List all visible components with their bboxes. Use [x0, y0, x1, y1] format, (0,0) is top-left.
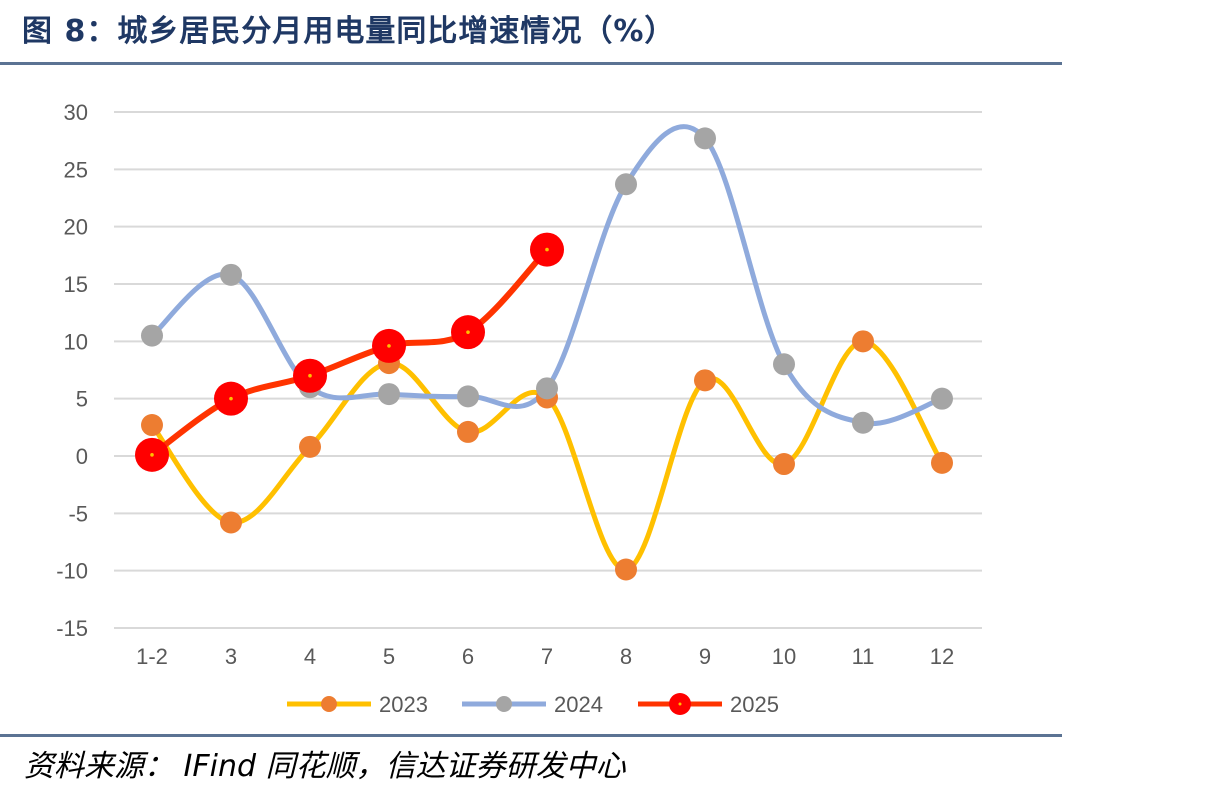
data-point-2023: [615, 558, 637, 581]
data-point-2024: [536, 377, 558, 400]
series-lines: [149, 124, 945, 573]
data-point-center: [308, 373, 312, 378]
y-tick-label: 0: [76, 444, 88, 469]
data-point-2024: [773, 353, 795, 376]
data-point-2023: [141, 414, 163, 437]
x-tick-label: 11: [852, 644, 875, 669]
data-point-center: [150, 453, 154, 457]
y-tick-label: 25: [64, 157, 88, 182]
y-tick-label: 30: [64, 100, 88, 125]
data-point-2023: [931, 451, 953, 474]
data-point-2023: [457, 420, 479, 443]
x-tick-label: 1-2: [136, 644, 168, 669]
data-point-2024: [931, 387, 953, 410]
top-rule: [0, 62, 1062, 65]
figure-title: 图 8：城乡居民分月用电量同比增速情况（%）: [22, 14, 676, 49]
data-point-2023: [694, 369, 716, 392]
data-point-center: [545, 247, 549, 252]
x-tick-label: 8: [620, 644, 632, 669]
source-note: 资料来源： IFind 同花顺，信达证券研发中心: [24, 749, 626, 784]
legend: 2023 2024 2025: [287, 692, 779, 717]
data-point-2023: [220, 511, 242, 534]
data-point-center: [387, 344, 391, 348]
grid-lines: [114, 111, 982, 629]
y-tick-label: 15: [64, 272, 88, 297]
y-tick-label: -15: [56, 616, 88, 641]
legend-marker-center: [678, 702, 682, 706]
data-point-2024: [852, 411, 874, 434]
data-point-2024: [141, 324, 163, 347]
x-tick-label: 7: [541, 644, 553, 669]
legend-label-2024: 2024: [554, 692, 603, 717]
legend-marker-2023: [321, 696, 337, 712]
y-tick-label: 20: [64, 215, 88, 240]
x-tick-label: 3: [225, 644, 237, 669]
series-line-2023: [149, 338, 945, 573]
legend-marker-2024: [496, 696, 512, 712]
data-point-center: [229, 396, 233, 401]
y-tick-label: 5: [76, 387, 88, 412]
x-tick-label: 6: [462, 644, 474, 669]
series-line-2024: [149, 124, 945, 427]
data-point-center: [466, 330, 470, 334]
y-tick-labels: 30 25 20 15 10 5 0 -5 -10 -15: [56, 100, 88, 641]
data-point-2024: [378, 383, 400, 406]
data-point-2024: [457, 385, 479, 408]
x-tick-labels: 1-2 3 4 5 6 7 8 9 10 11 12: [136, 644, 954, 669]
data-point-2024: [220, 263, 242, 286]
y-tick-label: -10: [56, 559, 88, 584]
data-point-2024: [694, 127, 716, 150]
legend-label-2023: 2023: [379, 692, 428, 717]
x-tick-label: 12: [930, 644, 954, 669]
y-tick-label: -5: [68, 501, 88, 526]
data-point-2023: [852, 330, 874, 353]
x-tick-label: 4: [304, 644, 316, 669]
line-chart: 30 25 20 15 10 5 0 -5 -10 -15 1-2 3 4 5 6 7 8 9 10 11 12 20…: [56, 100, 982, 717]
x-tick-label: 5: [383, 644, 395, 669]
x-tick-label: 9: [699, 644, 711, 669]
legend-label-2025: 2025: [730, 692, 779, 717]
data-point-2024: [615, 173, 637, 196]
data-point-2023: [299, 435, 321, 458]
x-tick-label: 10: [772, 644, 796, 669]
data-point-2023: [773, 453, 795, 476]
series-markers: [135, 127, 953, 581]
bottom-rule: [0, 734, 1062, 737]
y-tick-label: 10: [64, 329, 88, 354]
